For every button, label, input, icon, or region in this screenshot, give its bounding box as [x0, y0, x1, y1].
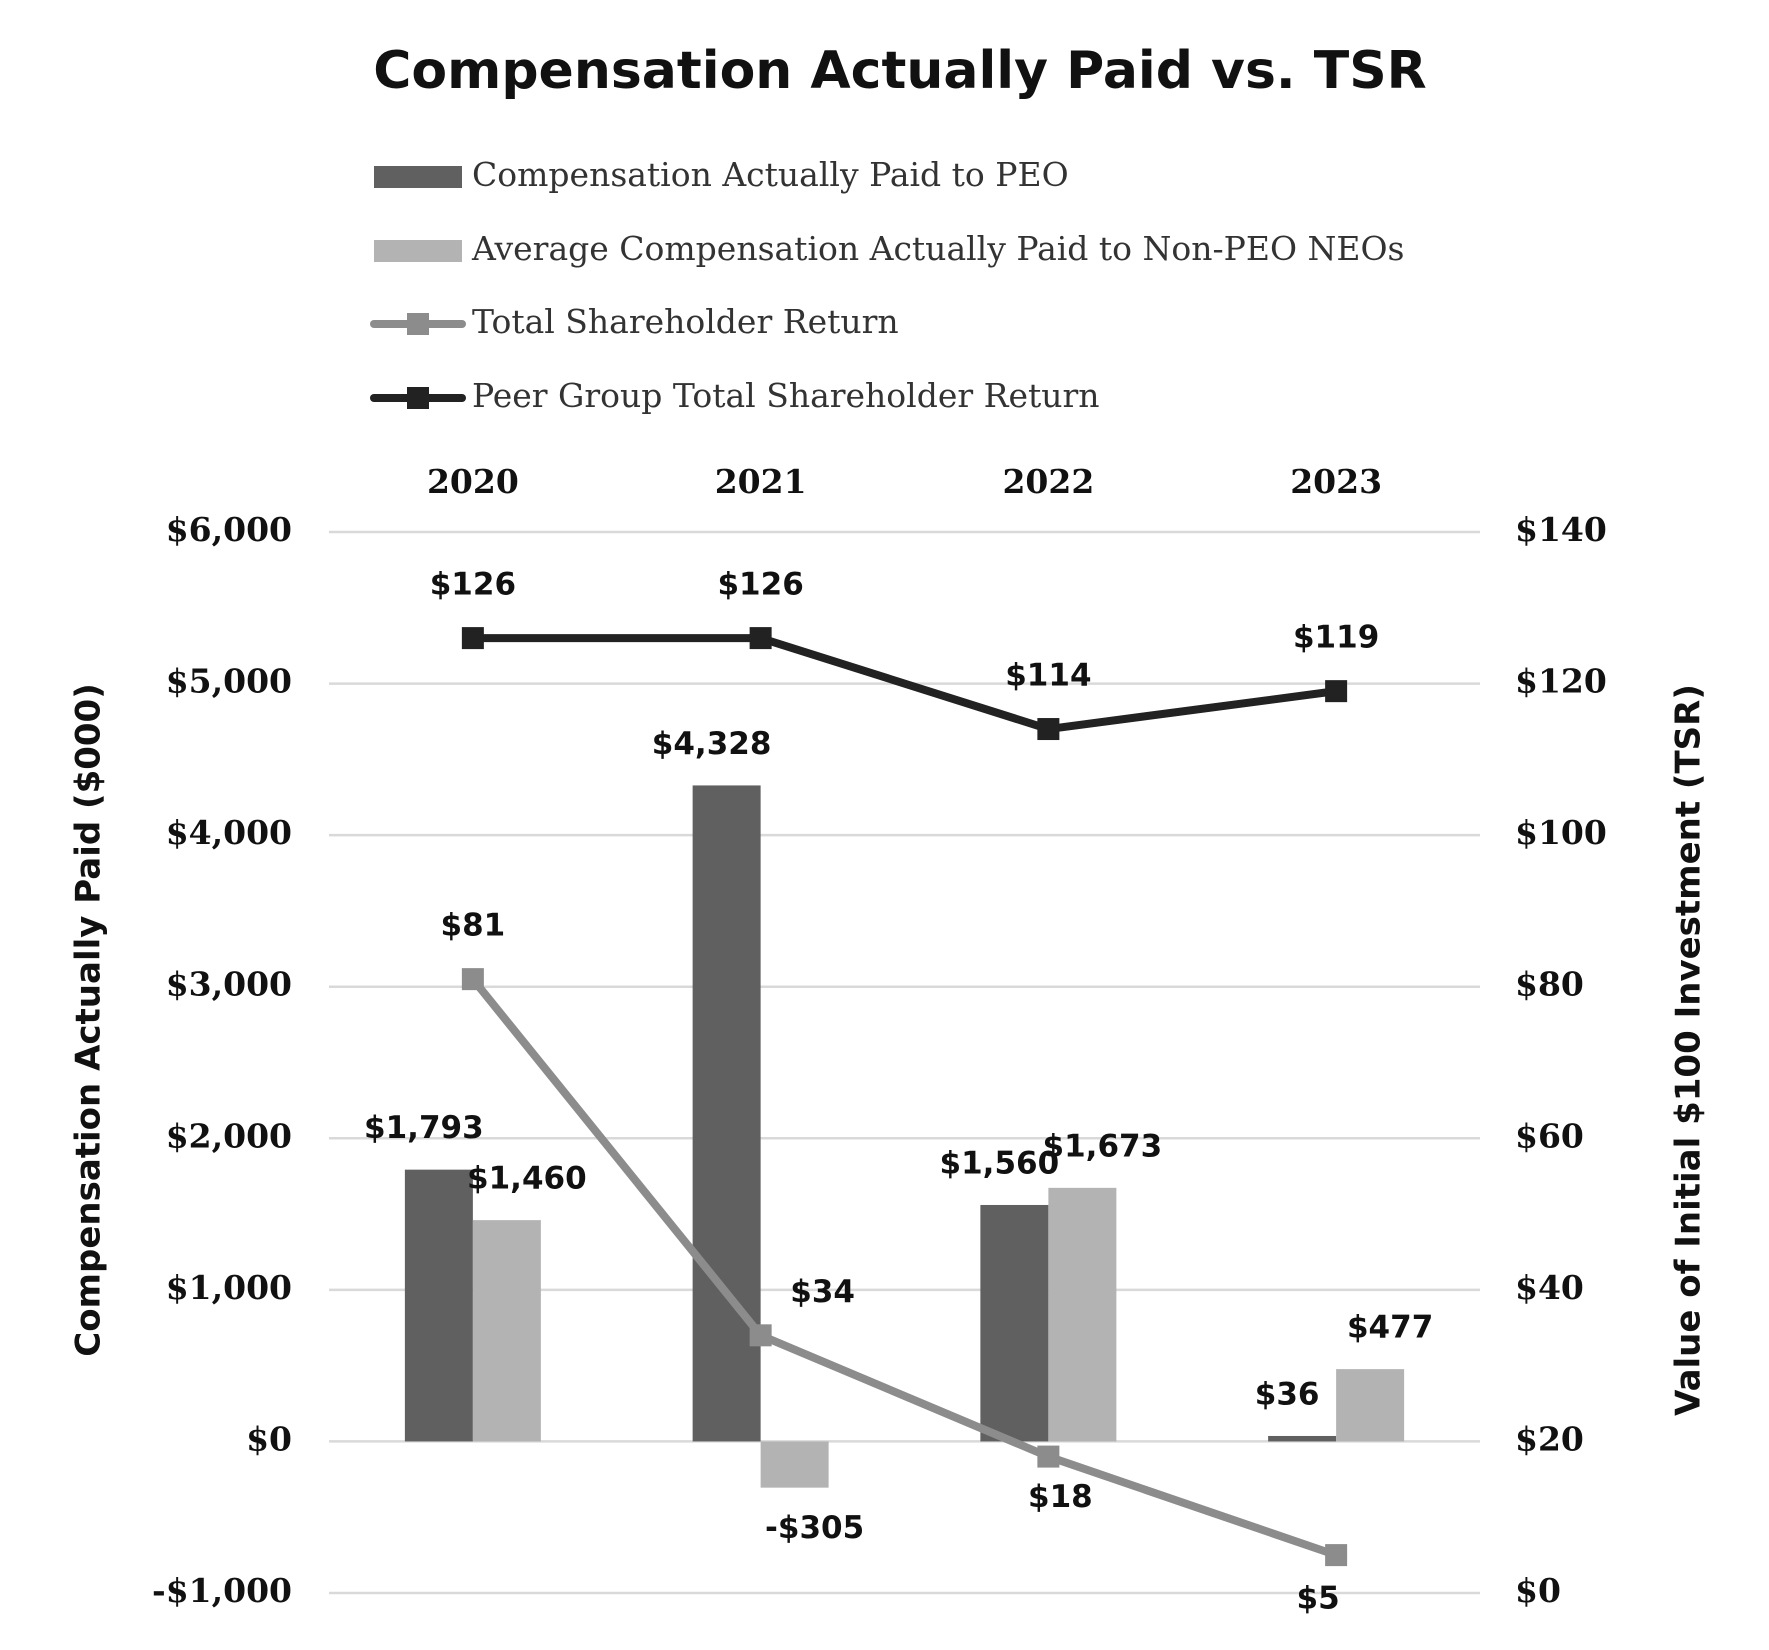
- legend-swatch: [407, 313, 429, 335]
- line-marker: [1325, 1544, 1348, 1567]
- bar: [980, 1204, 1049, 1442]
- y-tick-label: $5,000: [166, 662, 292, 701]
- legend-swatch: [374, 240, 462, 262]
- data-label: $1,673: [1043, 1128, 1163, 1164]
- y2-tick-label: $120: [1515, 662, 1607, 701]
- y-tick-label: $6,000: [166, 510, 292, 549]
- y2-tick-label: $0: [1515, 1571, 1561, 1610]
- y-tick-label: $1,000: [166, 1268, 292, 1307]
- y2-tick-label: $100: [1515, 813, 1607, 852]
- line-marker: [461, 968, 484, 991]
- y-tick-label: $3,000: [166, 965, 292, 1004]
- data-label: $477: [1347, 1310, 1433, 1346]
- bar: [472, 1220, 541, 1442]
- line-marker: [1037, 718, 1060, 741]
- legend-label: Peer Group Total Shareholder Return: [472, 376, 1100, 415]
- y-axis-title: Compensation Actually Paid ($000): [69, 683, 109, 1357]
- legend-label: Total Shareholder Return: [472, 302, 899, 341]
- line-marker: [1037, 1445, 1060, 1468]
- x-tick-label: 2021: [715, 462, 807, 501]
- y-tick-label: $0: [246, 1419, 292, 1458]
- line: [472, 634, 1337, 734]
- y2-tick-label: $60: [1515, 1116, 1584, 1155]
- x-tick-label: 2022: [1002, 462, 1094, 501]
- data-label: $1,560: [940, 1145, 1060, 1181]
- data-label: $114: [1005, 658, 1091, 694]
- line-marker: [1325, 680, 1348, 703]
- line-marker: [749, 627, 772, 650]
- line: [469, 976, 1338, 1559]
- data-label: $1,793: [364, 1110, 484, 1146]
- data-label: $126: [717, 567, 803, 603]
- y2-tick-label: $20: [1515, 1419, 1584, 1458]
- bar: [1048, 1187, 1117, 1442]
- bar: [404, 1169, 473, 1442]
- x-tick-label: 2020: [427, 462, 519, 501]
- data-label: $119: [1293, 620, 1379, 656]
- y2-tick-label: $140: [1515, 510, 1607, 549]
- legend-label: Average Compensation Actually Paid to No…: [471, 229, 1404, 268]
- data-label: $34: [790, 1274, 855, 1310]
- data-label: $126: [430, 567, 516, 603]
- data-label: $81: [441, 908, 506, 944]
- data-label: $18: [1028, 1479, 1093, 1515]
- line-marker: [461, 627, 484, 650]
- y2-tick-label: $80: [1515, 965, 1584, 1004]
- y2-tick-label: $40: [1515, 1268, 1584, 1307]
- y-tick-label: -$1,000: [152, 1571, 292, 1610]
- y-tick-label: $4,000: [166, 813, 292, 852]
- data-label: -$305: [765, 1510, 864, 1546]
- legend-swatch: [374, 166, 462, 188]
- data-label: $4,328: [652, 726, 772, 762]
- bar: [1268, 1435, 1337, 1442]
- data-label: $1,460: [467, 1161, 587, 1197]
- chart-title: Compensation Actually Paid vs. TSR: [373, 41, 1426, 101]
- x-tick-label: 2023: [1290, 462, 1382, 501]
- bar: [760, 1441, 829, 1488]
- legend-label: Compensation Actually Paid to PEO: [472, 155, 1069, 194]
- legend-swatch: [407, 387, 429, 409]
- data-label: $36: [1255, 1376, 1320, 1412]
- bar: [692, 785, 761, 1442]
- data-label: $5: [1297, 1581, 1340, 1617]
- y2-axis-title: Value of Initial $100 Investment (TSR): [1669, 684, 1709, 1416]
- y-tick-label: $2,000: [166, 1116, 292, 1155]
- line-marker: [749, 1324, 772, 1347]
- bar: [1336, 1369, 1405, 1442]
